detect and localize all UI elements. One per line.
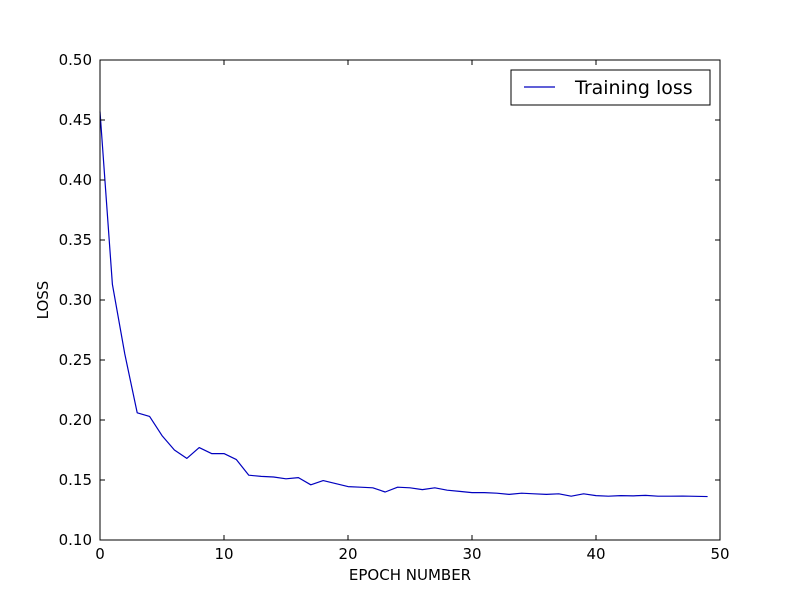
y-tick-label: 0.40 — [59, 171, 92, 189]
legend: Training loss — [510, 69, 711, 106]
y-tick-label: 0.50 — [59, 51, 92, 69]
y-tick-label: 0.35 — [59, 231, 92, 249]
x-axis-label: EPOCH NUMBER — [349, 566, 471, 584]
x-tick-label: 0 — [95, 545, 105, 563]
series-line-training-loss — [99, 111, 708, 498]
x-tick-label: 10 — [214, 545, 233, 563]
plot-frame — [99, 59, 721, 541]
x-tick-label: 40 — [586, 545, 605, 563]
y-tick-label: 0.45 — [59, 111, 92, 129]
y-tick-label: 0.15 — [59, 471, 92, 489]
y-tick-label: 0.10 — [59, 531, 92, 549]
legend-label-training-loss: Training loss — [574, 77, 693, 99]
y-tick-label: 0.30 — [59, 291, 92, 309]
x-tick-label: 30 — [462, 545, 481, 563]
y-tick-label: 0.20 — [59, 411, 92, 429]
x-tick-label: 50 — [710, 545, 729, 563]
x-tick-label: 20 — [338, 545, 357, 563]
y-axis-label: LOSS — [34, 281, 52, 320]
y-tick-label: 0.25 — [59, 351, 92, 369]
plot-area — [99, 111, 708, 498]
